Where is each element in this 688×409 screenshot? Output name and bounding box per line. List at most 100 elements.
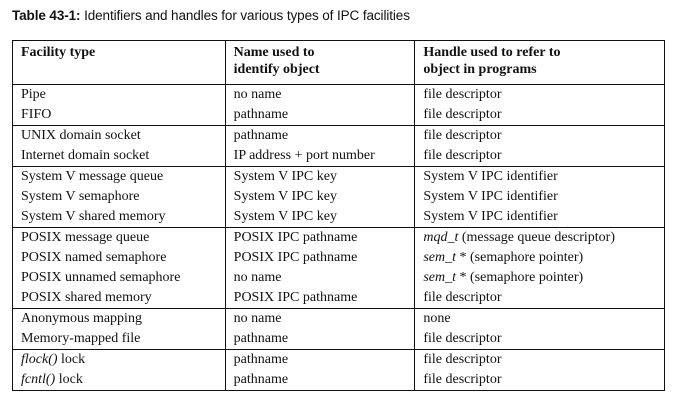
facility-function-name: flock() — [21, 352, 58, 367]
handle-text: file descriptor — [423, 128, 502, 143]
header-line: identify object — [233, 62, 320, 77]
facility-cell: POSIX message queue — [12, 227, 226, 248]
name-cell: IP address + port number — [224, 146, 416, 167]
facility-text: POSIX message queue — [21, 230, 150, 245]
name-cell: pathname — [224, 349, 416, 370]
handle-text: file descriptor — [423, 290, 502, 305]
table-row: FIFO pathname file descriptor — [12, 105, 665, 126]
handle-cell: file descriptor — [414, 288, 665, 309]
handle-text: none — [423, 311, 451, 326]
name-cell: no name — [224, 268, 416, 288]
facility-cell: UNIX domain socket — [12, 125, 226, 146]
handle-type-name: sem_t — [423, 270, 457, 285]
name-cell: no name — [224, 308, 416, 329]
facility-cell: POSIX unnamed semaphore — [12, 268, 226, 288]
name-cell: no name — [224, 84, 416, 105]
name-cell: pathname — [224, 125, 416, 146]
facility-text: Memory-mapped file — [21, 331, 141, 346]
handle-cell: mqd_t (message queue descriptor) — [414, 227, 665, 248]
table-row: fcntl() lock pathname file descriptor — [12, 370, 665, 391]
handle-cell: System V IPC identifier — [414, 187, 665, 207]
handle-text: file descriptor — [423, 331, 502, 346]
header-line: Handle used to refer to — [423, 45, 561, 60]
facility-cell: Internet domain socket — [12, 146, 226, 167]
facility-text: lock — [57, 352, 86, 367]
facility-text: Pipe — [21, 87, 46, 102]
table-row: UNIX domain socket pathname file descripto… — [12, 125, 665, 146]
table-body: Pipe no name file descriptor FIFO pathname fi… — [12, 84, 665, 391]
header-handle: Handle used to refer to object in progra… — [414, 40, 665, 85]
header-facility-type: Facility type — [12, 40, 226, 85]
facility-function-name: fcntl() — [21, 372, 56, 387]
handle-text: file descriptor — [423, 148, 502, 163]
handle-text: * (semaphore pointer) — [456, 270, 584, 285]
handle-cell: System V IPC identifier — [414, 166, 665, 187]
handle-cell: file descriptor — [414, 349, 665, 370]
caption-label: Table 43-1: — [12, 8, 81, 23]
facility-cell: System V message queue — [12, 166, 226, 187]
name-cell: POSIX IPC pathname — [224, 227, 416, 248]
handle-text: file descriptor — [423, 372, 502, 387]
facility-cell: POSIX named semaphore — [12, 248, 226, 268]
facility-text: System V shared memory — [21, 209, 166, 224]
facility-text: Internet domain socket — [21, 148, 150, 163]
handle-text: System V IPC identifier — [423, 209, 558, 224]
facility-text: UNIX domain socket — [21, 128, 141, 143]
handle-cell: System V IPC identifier — [414, 207, 665, 228]
handle-type-name: sem_t — [423, 250, 457, 265]
handle-text: file descriptor — [423, 352, 502, 367]
name-cell: pathname — [224, 105, 416, 126]
handle-text: (message queue descriptor) — [458, 230, 616, 245]
handle-cell: file descriptor — [414, 125, 665, 146]
facility-cell: fcntl() lock — [12, 370, 226, 391]
facility-text: POSIX named semaphore — [21, 250, 167, 265]
handle-cell: none — [414, 308, 665, 329]
handle-text: file descriptor — [423, 107, 502, 122]
facility-cell: FIFO — [12, 105, 226, 126]
caption-text: Identifiers and handles for various type… — [80, 8, 410, 23]
table-row: System V semaphore System V IPC key System… — [12, 187, 665, 207]
table-row: Pipe no name file descriptor — [12, 84, 665, 105]
table-row: POSIX unnamed semaphore no name sem_t * (s… — [12, 268, 665, 288]
facility-text: System V message queue — [21, 169, 164, 184]
facility-text: System V semaphore — [21, 189, 140, 204]
header-line: Name used to — [233, 45, 315, 60]
name-cell: System V IPC key — [224, 207, 416, 228]
facility-text: FIFO — [21, 107, 52, 122]
handle-cell: sem_t * (semaphore pointer) — [414, 268, 665, 288]
name-cell: POSIX IPC pathname — [224, 288, 416, 309]
handle-text: System V IPC identifier — [423, 169, 558, 184]
facility-cell: System V shared memory — [12, 207, 226, 228]
facility-text: POSIX unnamed semaphore — [21, 270, 181, 285]
table-row: Anonymous mapping no name none — [12, 308, 665, 329]
table-row: System V shared memory System V IPC key Sy… — [12, 207, 665, 228]
handle-text: * (semaphore pointer) — [456, 250, 584, 265]
handle-text: System V IPC identifier — [423, 189, 558, 204]
table-row: POSIX message queue POSIX IPC pathname mqd… — [12, 227, 665, 248]
facility-text: Anonymous mapping — [21, 311, 142, 326]
facility-cell: Pipe — [12, 84, 226, 105]
ipc-facilities-table: Facility type Name used to identify obje… — [12, 40, 665, 391]
facility-text: lock — [55, 372, 83, 387]
header-line: Facility type — [21, 45, 96, 60]
handle-text: file descriptor — [423, 87, 502, 102]
name-cell: pathname — [224, 329, 416, 350]
handle-cell: file descriptor — [414, 84, 665, 105]
table-row: flock() lock pathname file descriptor — [12, 349, 665, 370]
facility-cell: flock() lock — [12, 349, 226, 370]
handle-cell: file descriptor — [414, 370, 665, 391]
handle-cell: file descriptor — [414, 146, 665, 167]
name-cell: System V IPC key — [224, 166, 416, 187]
handle-cell: file descriptor — [414, 105, 665, 126]
handle-cell: file descriptor — [414, 329, 665, 350]
table-row: POSIX shared memory POSIX IPC pathname fil… — [12, 288, 665, 309]
table-caption: Table 43-1: Identifiers and handles for … — [12, 8, 410, 23]
header-row: Facility type Name used to identify obje… — [12, 40, 665, 85]
header-line: object in programs — [423, 62, 537, 77]
table-row: Memory-mapped file pathname file descripto… — [12, 329, 665, 350]
handle-cell: sem_t * (semaphore pointer) — [414, 248, 665, 268]
name-cell: pathname — [224, 370, 416, 391]
facility-text: POSIX shared memory — [21, 290, 152, 305]
table-row: System V message queue System V IPC key Sy… — [12, 166, 665, 187]
table-row: POSIX named semaphore POSIX IPC pathname s… — [12, 248, 665, 268]
